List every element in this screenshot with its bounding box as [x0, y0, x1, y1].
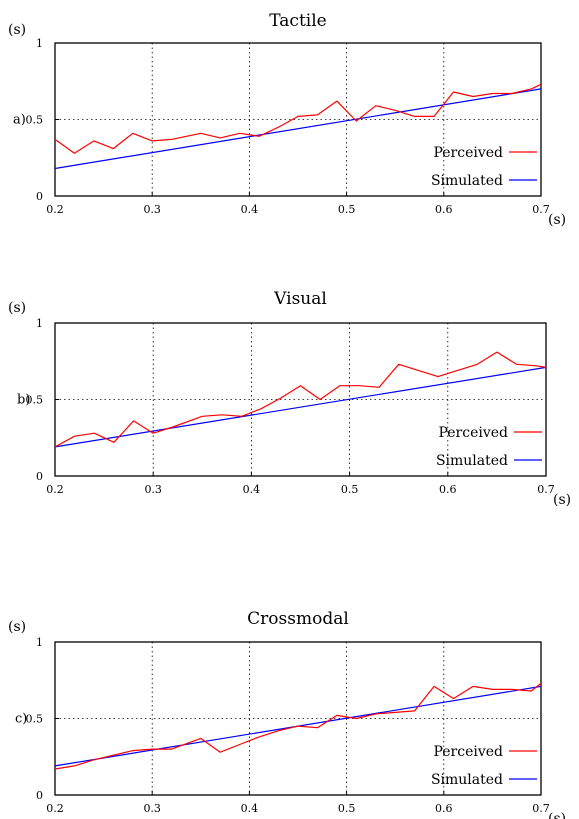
chart-2-legend-label-simulated: Simulated	[436, 453, 508, 469]
chart-1-xtick-label-4: 0.6	[435, 203, 453, 216]
chart-2-xtick-label-2: 0.4	[243, 483, 261, 496]
chart-2-ylabel: (s)	[8, 300, 26, 316]
chart-2-panel-label: b)	[17, 393, 30, 408]
chart-1-ylabel: (s)	[8, 22, 26, 38]
chart-1-panel-label: a)	[13, 113, 26, 128]
chart-2-series-simulated-line	[54, 366, 547, 448]
chart-2: 0.2 0.3 0.4 0.5 0.6 0.7 0 0.5 1 b) Visual (s) (s) Per…	[8, 289, 571, 508]
chart-3-xtick-label-0: 0.2	[46, 802, 64, 815]
chart-2-xlabel: (s)	[553, 492, 571, 508]
chart-1-series-perceived-line	[54, 83, 542, 154]
chart-3-series-perceived-line	[54, 682, 542, 770]
chart-2-ytick-label-0: 0	[36, 470, 43, 483]
chart-3-xtick-label-1: 0.3	[143, 802, 161, 815]
chart-3-legend-label-simulated: Simulated	[431, 772, 503, 788]
chart-1-ytick-label-0: 0	[36, 190, 43, 203]
chart-3-ytick-label-2: 1	[36, 636, 43, 649]
chart-1-title: Tactile	[269, 11, 326, 31]
chart-2-xtick-label-5: 0.7	[537, 483, 555, 496]
chart-2-series-perceived-line	[54, 351, 547, 448]
chart-1: 0.2 0.3 0.4 0.5 0.6 0.7 0 0.5 1 a) Tactile (s) (s) Pe…	[8, 11, 566, 228]
chart-3-title: Crossmodal	[247, 609, 349, 629]
chart-1-legend-label-simulated: Simulated	[431, 173, 503, 189]
chart-3-ytick-label-0: 0	[36, 789, 43, 802]
chart-2-xtick-label-1: 0.3	[144, 483, 162, 496]
chart-2-ytick-label-1: 0.5	[26, 394, 44, 407]
chart-3-xtick-label-5: 0.7	[532, 802, 550, 815]
chart-3-xtick-label-3: 0.5	[338, 802, 356, 815]
chart-2-xtick-label-3: 0.5	[341, 483, 359, 496]
chart-1-xtick-label-1: 0.3	[143, 203, 161, 216]
chart-1-legend-label-perceived: Perceived	[433, 145, 503, 161]
chart-3-ylabel: (s)	[8, 619, 26, 635]
chart-1-xtick-label-5: 0.7	[532, 203, 550, 216]
chart-2-title: Visual	[273, 289, 327, 309]
chart-3: 0.2 0.3 0.4 0.5 0.6 0.7 0 0.5 1 c) Crossmodal (s) (s…	[8, 609, 566, 819]
chart-3-legend-label-perceived: Perceived	[433, 744, 503, 760]
chart-1-ytick-label-1: 0.5	[26, 114, 44, 127]
chart-3-xtick-label-2: 0.4	[241, 802, 259, 815]
chart-2-xtick-label-4: 0.6	[439, 483, 457, 496]
chart-1-ytick-label-2: 1	[36, 37, 43, 50]
chart-1-series-simulated-line	[54, 88, 542, 170]
chart-1-xtick-label-3: 0.5	[338, 203, 356, 216]
chart-1-xtick-label-2: 0.4	[241, 203, 259, 216]
chart-3-ytick-label-1: 0.5	[26, 713, 44, 726]
chart-2-legend-label-perceived: Perceived	[438, 425, 508, 441]
chart-1-xtick-label-0: 0.2	[46, 203, 64, 216]
chart-2-xtick-label-0: 0.2	[46, 483, 64, 496]
chart-2-ytick-label-2: 1	[36, 317, 43, 330]
chart-3-xtick-label-4: 0.6	[435, 802, 453, 815]
chart-3-panel-label: c)	[15, 712, 27, 727]
chart-3-xlabel: (s)	[548, 811, 566, 819]
chart-1-xlabel: (s)	[548, 212, 566, 228]
